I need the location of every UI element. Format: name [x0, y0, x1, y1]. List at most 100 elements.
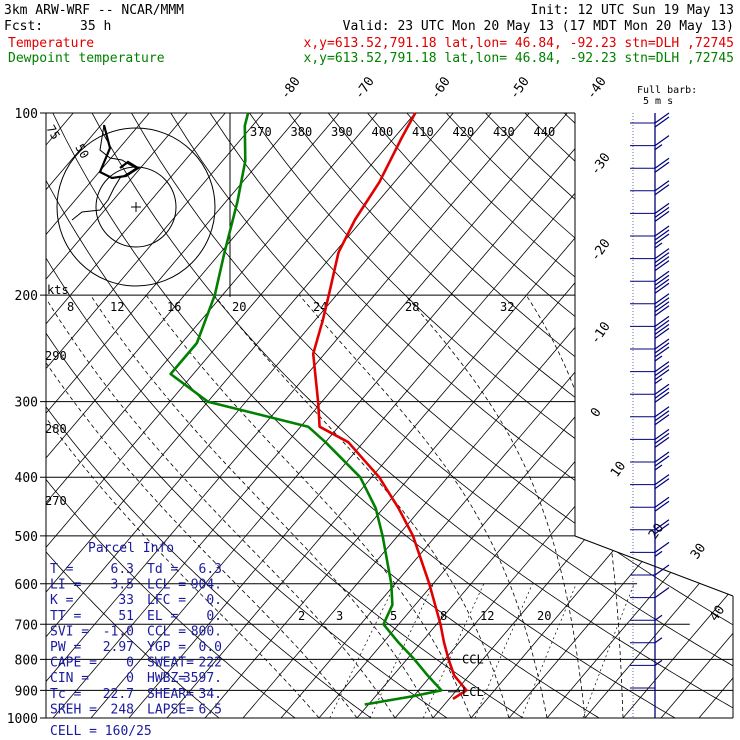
pressure-label-100: 100 — [15, 107, 38, 122]
hodograph-trace-thin — [71, 124, 137, 221]
dry-adiabat — [46, 113, 313, 718]
wind-barb-half — [654, 464, 663, 471]
dry-adiabat — [603, 113, 733, 718]
parcel-label: HWBZ= — [147, 671, 186, 686]
isotherm-label: -10 — [588, 319, 614, 347]
parcel-info-panel: Parcel Info T = 6.3 Td = 6.3 LI = 3.5 LCL = 904… — [50, 541, 222, 739]
wind-barb-half — [654, 659, 663, 666]
dry-adiabat — [170, 113, 733, 718]
isotherm-label: 30 — [688, 541, 709, 562]
parcel-label: SWEAT= — [147, 656, 194, 671]
parcel-value: 6.5 — [199, 702, 222, 717]
temperature-profile — [311, 112, 468, 700]
isotherm — [46, 113, 264, 718]
forecast-hours: 35 h — [80, 19, 111, 34]
dry-adiabat — [288, 113, 733, 718]
pressure-label-200: 200 — [15, 289, 38, 304]
isotherm — [508, 113, 733, 718]
wind-barb — [654, 361, 670, 373]
wind-barbs — [630, 112, 670, 718]
moist-adiabat — [298, 294, 548, 718]
parcel-label: CAPE = — [50, 656, 97, 671]
parcel-label: LI = — [50, 578, 81, 593]
wind-barb — [654, 180, 670, 192]
wind-barb — [654, 346, 670, 358]
wind-barb-half — [654, 614, 663, 621]
theta-e-label: 420 — [453, 125, 475, 139]
wind-barb-half — [654, 144, 663, 151]
wind-barb — [654, 523, 670, 535]
parcel-label: SHEAR= — [147, 687, 194, 702]
init-time: Init: 12 UTC Sun 19 May 13 — [531, 3, 735, 18]
theta-label: 290 — [45, 349, 67, 363]
wind-barb — [654, 496, 670, 508]
wind-barb-half — [654, 550, 663, 557]
parcel-value: 34. — [199, 687, 222, 702]
hodograph-range-label: 50 — [72, 142, 91, 162]
dry-adiabat — [46, 113, 467, 718]
wind-barb — [654, 519, 670, 531]
parcel-label: CIN = — [50, 671, 89, 686]
wind-barb — [654, 391, 670, 403]
isotherm-label: -20 — [588, 236, 614, 264]
wind-barb — [654, 323, 670, 335]
parcel-value: 0.0 — [199, 640, 222, 655]
wind-barb — [654, 206, 670, 218]
wind-barb-half — [654, 637, 663, 644]
isotherm-label: 40 — [707, 603, 728, 624]
isotherm — [546, 113, 733, 718]
mixing-ratio-line — [474, 583, 533, 718]
theta-e-label: 390 — [331, 125, 353, 139]
isotherm — [46, 113, 378, 718]
parcel-label: YGP = — [147, 640, 186, 655]
isotherm — [242, 113, 733, 718]
parcel-value: 904. — [191, 578, 222, 593]
dry-adiabat — [721, 113, 733, 718]
parcel-value: 248 — [111, 702, 134, 717]
isotherm-label: -40 — [584, 74, 610, 102]
wind-barb — [654, 436, 670, 448]
dry-adiabat — [327, 113, 733, 718]
wind-barb — [654, 135, 670, 147]
theta-e-label: 410 — [412, 125, 434, 139]
wind-barb — [654, 157, 670, 169]
isotherm — [46, 113, 302, 718]
pressure-label-700: 700 — [15, 618, 38, 633]
wind-barb — [654, 210, 670, 222]
parcel-value: 0 — [126, 656, 134, 671]
hodograph-ring-label: 16 — [167, 300, 181, 314]
parcel-value: 3597. — [183, 671, 222, 686]
dry-adiabat — [46, 113, 544, 718]
wind-barb — [654, 278, 670, 290]
wind-barb — [654, 338, 670, 350]
parcel-label: CCL = — [147, 624, 186, 639]
hodograph-range-label: 75 — [43, 123, 62, 143]
parcel-label: SREH = — [50, 702, 97, 717]
parcel-value: 2.97 — [103, 640, 134, 655]
dewpoint-point-info: x,y=613.52,791.18 lat,lon= 46.84, -92.23… — [304, 51, 734, 66]
parcel-info-title: Parcel Info — [88, 541, 174, 556]
model-title: 3km ARW-WRF -- NCAR/MMM — [4, 3, 184, 18]
right-border-slant — [574, 535, 734, 597]
wind-barb — [654, 260, 670, 272]
parcel-value: -1.0 — [103, 624, 134, 639]
mixing-ratio-label: 12 — [480, 609, 494, 623]
isotherm — [584, 113, 733, 718]
wind-barb — [654, 282, 670, 294]
dry-adiabat — [46, 113, 390, 718]
dry-adiabat — [642, 113, 733, 718]
wind-barb — [654, 541, 670, 553]
dry-adiabat — [91, 113, 733, 718]
wind-barb — [654, 451, 670, 463]
wind-barb — [654, 342, 670, 354]
wind-barb — [654, 293, 670, 305]
mixing-ratio-label: 20 — [537, 609, 551, 623]
dry-adiabat — [249, 113, 733, 718]
forecast-label: Fcst: — [4, 19, 43, 34]
wind-barb — [654, 256, 670, 268]
wind-barb — [654, 478, 670, 490]
pressure-label-500: 500 — [15, 530, 38, 545]
mixing-ratio-label: 8 — [440, 609, 447, 623]
parcel-value: 33 — [118, 593, 134, 608]
